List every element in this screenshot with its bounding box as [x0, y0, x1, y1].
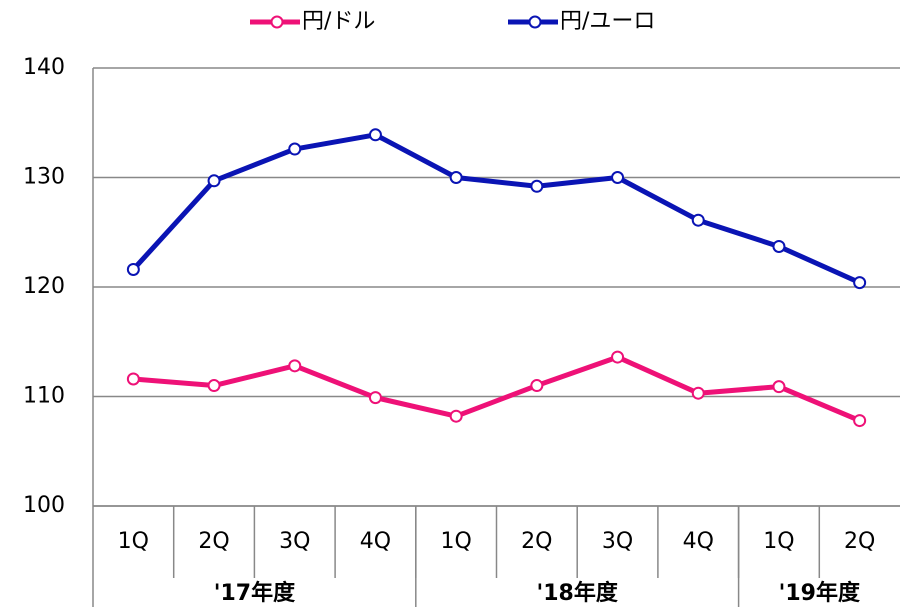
- data-point: [449, 409, 463, 423]
- data-point: [611, 171, 625, 184]
- data-point: [449, 171, 463, 184]
- data-point: [207, 174, 221, 188]
- y-tick-label: 130: [23, 165, 65, 190]
- x-tick-label: 2Q: [521, 529, 552, 554]
- y-tick-label: 110: [23, 384, 65, 409]
- data-point: [611, 350, 625, 364]
- data-point: [126, 372, 140, 386]
- group-label: '19年度: [779, 580, 861, 606]
- y-tick-label: 140: [23, 55, 65, 80]
- x-tick-label: 4Q: [683, 529, 714, 554]
- data-point: [126, 262, 140, 276]
- series-line: [133, 354, 861, 423]
- legend-label: 円/ドル: [302, 9, 375, 34]
- x-tick-label: 1Q: [118, 529, 149, 554]
- x-tick-label: 3Q: [279, 529, 310, 554]
- series-line: [131, 132, 861, 285]
- group-label: '18年度: [537, 580, 619, 606]
- legend-marker: [528, 15, 542, 29]
- data-point: [530, 379, 544, 393]
- data-point: [368, 391, 382, 405]
- x-tick-label: 3Q: [602, 529, 633, 554]
- data-point: [207, 379, 221, 393]
- data-point: [853, 276, 867, 290]
- data-point: [288, 359, 302, 373]
- x-tick-label: 1Q: [440, 529, 471, 554]
- x-tick-label: 2Q: [844, 529, 875, 554]
- legend-label: 円/ユーロ: [560, 9, 655, 34]
- data-point: [691, 213, 705, 227]
- y-tick-label: 100: [23, 493, 65, 518]
- data-point: [368, 128, 382, 142]
- data-point: [772, 239, 786, 253]
- group-label: '17年度: [214, 580, 296, 606]
- x-tick-label: 1Q: [763, 529, 794, 554]
- y-tick-label: 120: [23, 274, 65, 299]
- data-point: [530, 179, 544, 193]
- x-tick-label: 2Q: [198, 529, 229, 554]
- x-tick-label: 4Q: [360, 529, 391, 554]
- data-point: [853, 414, 867, 428]
- data-point: [772, 380, 786, 394]
- data-point: [691, 386, 705, 400]
- legend-marker: [270, 15, 284, 29]
- data-point: [288, 142, 302, 156]
